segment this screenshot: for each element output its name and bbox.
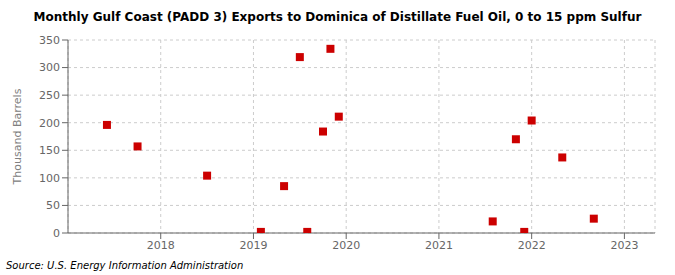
svg-text:2020: 2020 [332,239,360,252]
svg-text:Thousand Barrels: Thousand Barrels [11,88,24,185]
html-text:Monthly Gulf Coast (PADD 3) Ex: Monthly Gulf Coast (PADD 3) Exports to D… [33,9,642,24]
svg-text:2021: 2021 [425,239,453,252]
svg-text:50: 50 [46,199,60,212]
svg-text:2023: 2023 [610,239,638,252]
svg-text:0: 0 [53,227,60,240]
svg-text:150: 150 [39,144,60,157]
svg-text:350: 350 [39,34,60,47]
svg-text:2022: 2022 [518,239,546,252]
svg-text:2019: 2019 [239,239,267,252]
svg-text:100: 100 [39,172,60,185]
svg-text:300: 300 [39,61,60,74]
svg-text:2018: 2018 [147,239,175,252]
svg-text:200: 200 [39,117,60,130]
svg-text:250: 250 [39,89,60,102]
html-text:Source: U.S. Energy Informatio: Source: U.S. Energy Information Administ… [6,260,244,271]
